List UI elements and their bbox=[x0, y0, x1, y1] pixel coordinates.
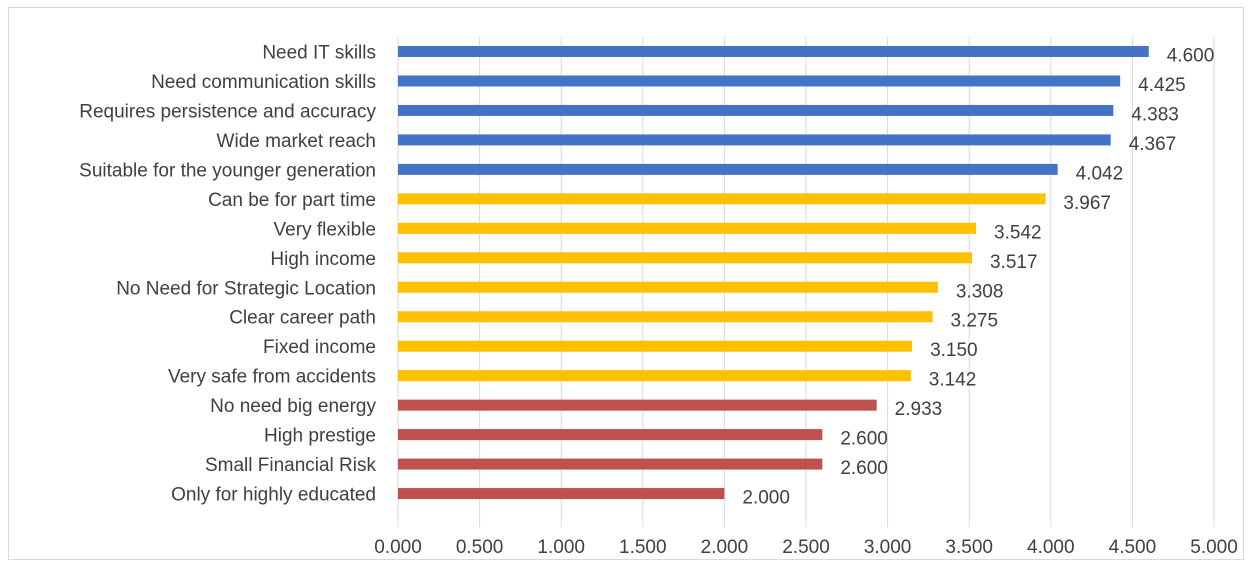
value-label: 3.150 bbox=[930, 340, 978, 361]
category-label: Suitable for the younger generation bbox=[79, 160, 376, 181]
x-tick-label: 4.000 bbox=[1027, 537, 1075, 558]
value-label: 3.517 bbox=[990, 252, 1038, 273]
category-label: High income bbox=[270, 249, 376, 270]
bar bbox=[398, 429, 823, 441]
value-label: 2.600 bbox=[840, 458, 888, 479]
x-tick-label: 0.000 bbox=[374, 537, 422, 558]
category-label: Small Financial Risk bbox=[205, 455, 377, 476]
value-label: 4.367 bbox=[1129, 134, 1177, 155]
bar bbox=[398, 281, 938, 293]
category-label: Very flexible bbox=[274, 219, 376, 240]
category-label: No need big energy bbox=[210, 396, 376, 417]
bar-layer bbox=[398, 46, 1149, 500]
category-label: Very safe from accidents bbox=[168, 367, 376, 388]
bar bbox=[398, 252, 972, 264]
x-tick-label: 2.500 bbox=[782, 537, 830, 558]
value-label: 3.308 bbox=[956, 281, 1004, 302]
value-label: 3.142 bbox=[929, 370, 977, 391]
value-label: 2.933 bbox=[895, 399, 943, 420]
x-tick-label: 2.000 bbox=[701, 537, 749, 558]
category-label: Wide market reach bbox=[217, 131, 376, 152]
bar bbox=[398, 193, 1046, 205]
x-tick-label: 1.000 bbox=[537, 537, 585, 558]
category-label: Need communication skills bbox=[151, 72, 376, 93]
bar bbox=[398, 134, 1111, 146]
chart-frame: Need IT skills Need communication skills R… bbox=[8, 7, 1244, 560]
bar bbox=[398, 311, 933, 323]
category-label: Can be for part time bbox=[208, 190, 376, 211]
value-label: 3.542 bbox=[994, 222, 1042, 243]
value-label: 4.600 bbox=[1167, 46, 1215, 67]
category-label: No Need for Strategic Location bbox=[116, 278, 376, 299]
bar bbox=[398, 46, 1149, 57]
bar bbox=[398, 488, 725, 500]
value-label: 4.425 bbox=[1138, 75, 1186, 96]
bar bbox=[398, 458, 823, 470]
bar bbox=[398, 340, 913, 352]
value-label: 3.967 bbox=[1063, 193, 1111, 214]
category-label: Only for highly educated bbox=[171, 485, 376, 506]
category-label: High prestige bbox=[264, 426, 376, 447]
x-tick-label: 0.500 bbox=[456, 537, 504, 558]
x-tick-label: 4.500 bbox=[1109, 537, 1157, 558]
bar-chart: Need IT skills Need communication skills R… bbox=[79, 37, 1238, 558]
x-tick-label: 3.000 bbox=[864, 537, 912, 558]
x-axis-tick-labels: 0.000 0.500 1.000 1.500 2.000 2.500 3.000 3.500… bbox=[374, 537, 1238, 558]
value-label: 2.000 bbox=[742, 488, 790, 509]
bar bbox=[398, 104, 1114, 116]
bar bbox=[398, 370, 911, 382]
value-label: 4.042 bbox=[1076, 163, 1124, 184]
value-label: 2.600 bbox=[840, 429, 888, 450]
x-tick-label: 3.500 bbox=[945, 537, 993, 558]
x-tick-label: 5.000 bbox=[1190, 537, 1238, 558]
bar bbox=[398, 163, 1058, 175]
x-tick-label: 1.500 bbox=[619, 537, 667, 558]
category-labels: Need IT skills Need communication skills R… bbox=[79, 43, 376, 506]
category-label: Need IT skills bbox=[262, 43, 376, 64]
bar bbox=[398, 222, 977, 234]
bar bbox=[398, 75, 1121, 87]
value-label: 4.383 bbox=[1131, 104, 1179, 125]
category-label: Clear career path bbox=[229, 308, 376, 329]
category-label: Fixed income bbox=[263, 337, 376, 358]
value-label: 3.275 bbox=[950, 311, 998, 332]
bar bbox=[398, 399, 877, 411]
category-label: Requires persistence and accuracy bbox=[79, 101, 376, 122]
